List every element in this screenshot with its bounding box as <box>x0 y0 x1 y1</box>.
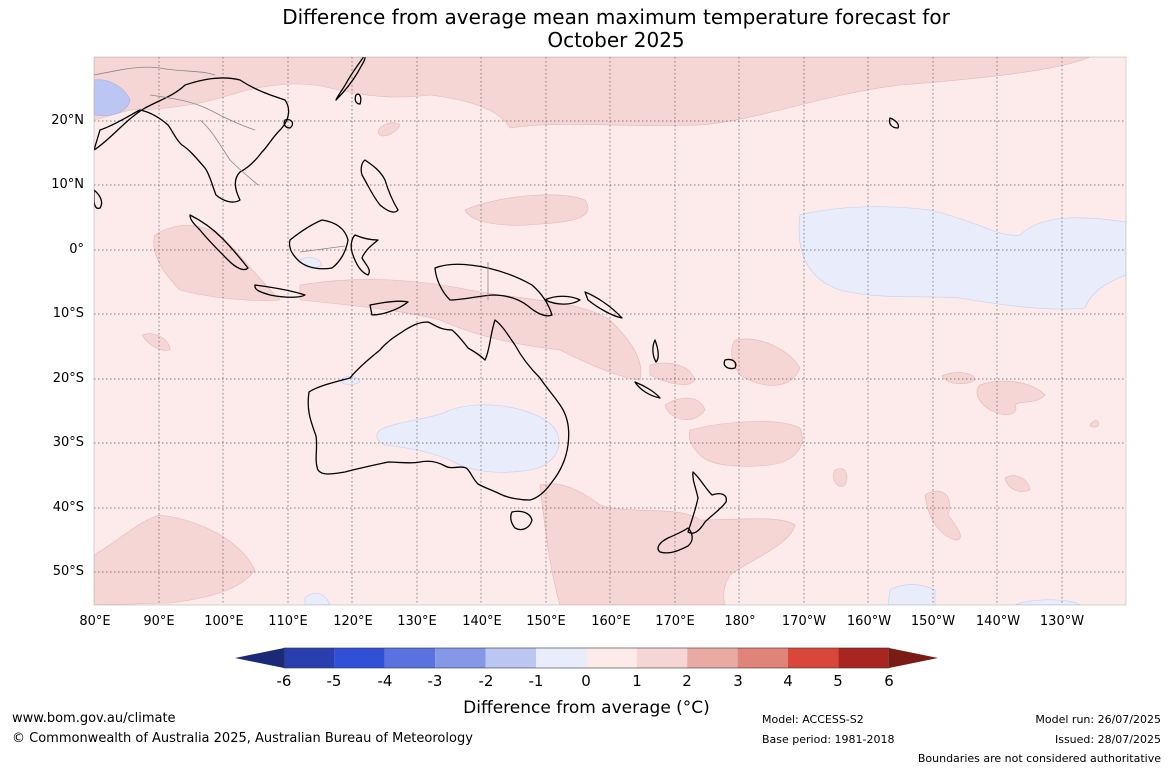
lat-label: 30°S <box>52 435 84 450</box>
colorbar-segment <box>687 648 738 668</box>
new-guinea-coastline <box>434 263 553 317</box>
vanuatu-coastline <box>652 339 659 363</box>
copyright-notice: © Commonwealth of Australia 2025, Austra… <box>12 731 473 746</box>
colorbar-segment <box>788 648 839 668</box>
colorbar-low-extend <box>235 648 284 668</box>
taiwan-coastline <box>354 93 362 105</box>
colorbar-segment <box>737 648 788 668</box>
lon-label: 140°E <box>462 614 502 629</box>
cool-anomaly-regions <box>299 206 1126 605</box>
map-frame <box>93 56 1127 606</box>
colorbar-tick-label: -6 <box>276 672 292 690</box>
solomon-islands-coastline <box>584 291 623 319</box>
fiji-coastline <box>723 358 737 370</box>
website-link[interactable]: www.bom.gov.au/climate <box>12 711 176 726</box>
colorbar-segment <box>636 648 688 668</box>
colorbar-segment <box>485 648 536 668</box>
colorbar <box>235 647 938 669</box>
colorbar-tick-label: 1 <box>632 672 642 690</box>
colorbar-tick-label: 3 <box>733 672 743 690</box>
lon-label: 160°W <box>846 614 892 629</box>
model-name: Model: ACCESS-S2 <box>762 713 864 726</box>
timor-coastline <box>369 300 409 316</box>
colorbar-high-extend <box>889 648 938 668</box>
colorbar-segment <box>334 648 385 668</box>
lon-label: 150°W <box>910 614 956 629</box>
base-period: Base period: 1981-2018 <box>762 733 895 746</box>
lon-label: 80°E <box>79 614 111 629</box>
colorbar-tick-label: -4 <box>377 672 393 690</box>
colorbar-tick-label: 5 <box>833 672 843 690</box>
new-britain-coastline <box>544 295 581 305</box>
japan-coastline <box>335 57 366 101</box>
lat-label: 20°N <box>51 113 84 128</box>
map-title-line2: October 2025 <box>547 28 685 52</box>
java-coastline <box>254 284 306 298</box>
lon-label: 120°E <box>333 614 373 629</box>
colorbar-segment <box>435 648 486 668</box>
colorbar-tick-label: 0 <box>581 672 591 690</box>
cool-anomaly-strong <box>94 79 131 117</box>
new-caledonia-coastline <box>634 381 661 399</box>
mainland-asia-coastline <box>94 77 290 203</box>
lon-label: 90°E <box>143 614 175 629</box>
lon-label: 130°E <box>397 614 437 629</box>
colorbar-title: Difference from average (°C) <box>463 698 710 718</box>
lon-label: 160°E <box>591 614 631 629</box>
philippines-coastline <box>360 159 399 213</box>
sulawesi-coastline <box>350 234 379 276</box>
graticule <box>94 57 1126 605</box>
lon-label: 110°E <box>268 614 308 629</box>
lon-label: 170°E <box>655 614 695 629</box>
warm-anomaly-regions <box>94 57 1099 605</box>
lon-label: 170°W <box>781 614 827 629</box>
borneo-coastline <box>288 219 349 270</box>
lat-label: 10°S <box>52 306 84 321</box>
australia-coastline <box>307 319 570 501</box>
lat-label: 10°N <box>51 177 84 192</box>
lat-label: 20°S <box>52 371 84 386</box>
colorbar-tick-label: -2 <box>478 672 494 690</box>
colorbar-segment <box>586 648 637 668</box>
new-zealand-north-coastline <box>687 471 727 534</box>
hawaii-coastline <box>888 117 900 129</box>
boundaries-disclaimer: Boundaries are not considered authoritat… <box>917 752 1161 765</box>
issued-date: Issued: 28/07/2025 <box>1054 733 1161 746</box>
colorbar-segment <box>838 648 889 668</box>
lon-label: 150°E <box>526 614 566 629</box>
colorbar-tick-label: 4 <box>783 672 793 690</box>
lat-label: 0° <box>69 242 84 257</box>
colorbar-segment <box>536 648 587 668</box>
hainan-coastline <box>283 118 294 129</box>
colorbar-tick-label: -5 <box>326 672 342 690</box>
colorbar-segment <box>384 648 436 668</box>
map-title-line1: Difference from average mean maximum tem… <box>282 5 950 29</box>
tasmania-coastline <box>510 510 533 531</box>
sumatra-coastline <box>189 214 249 271</box>
coastlines <box>94 57 900 554</box>
country-borders <box>94 66 489 300</box>
model-run-date: Model run: 26/07/2025 <box>1035 713 1161 726</box>
colorbar-tick-label: -1 <box>528 672 544 690</box>
colorbar-tick-label: 2 <box>682 672 692 690</box>
colorbar-outline <box>283 647 890 669</box>
lat-label: 50°S <box>52 564 84 579</box>
lon-label: 180° <box>724 614 756 629</box>
lon-label: 100°E <box>204 614 244 629</box>
colorbar-tick-label: -3 <box>427 672 443 690</box>
colorbar-segment <box>284 648 335 668</box>
colorbar-tick-label: 6 <box>884 672 894 690</box>
lat-label: 40°S <box>52 500 84 515</box>
lon-label: 140°W <box>975 614 1021 629</box>
lon-label: 130°W <box>1039 614 1085 629</box>
new-zealand-south-coastline <box>657 527 693 554</box>
